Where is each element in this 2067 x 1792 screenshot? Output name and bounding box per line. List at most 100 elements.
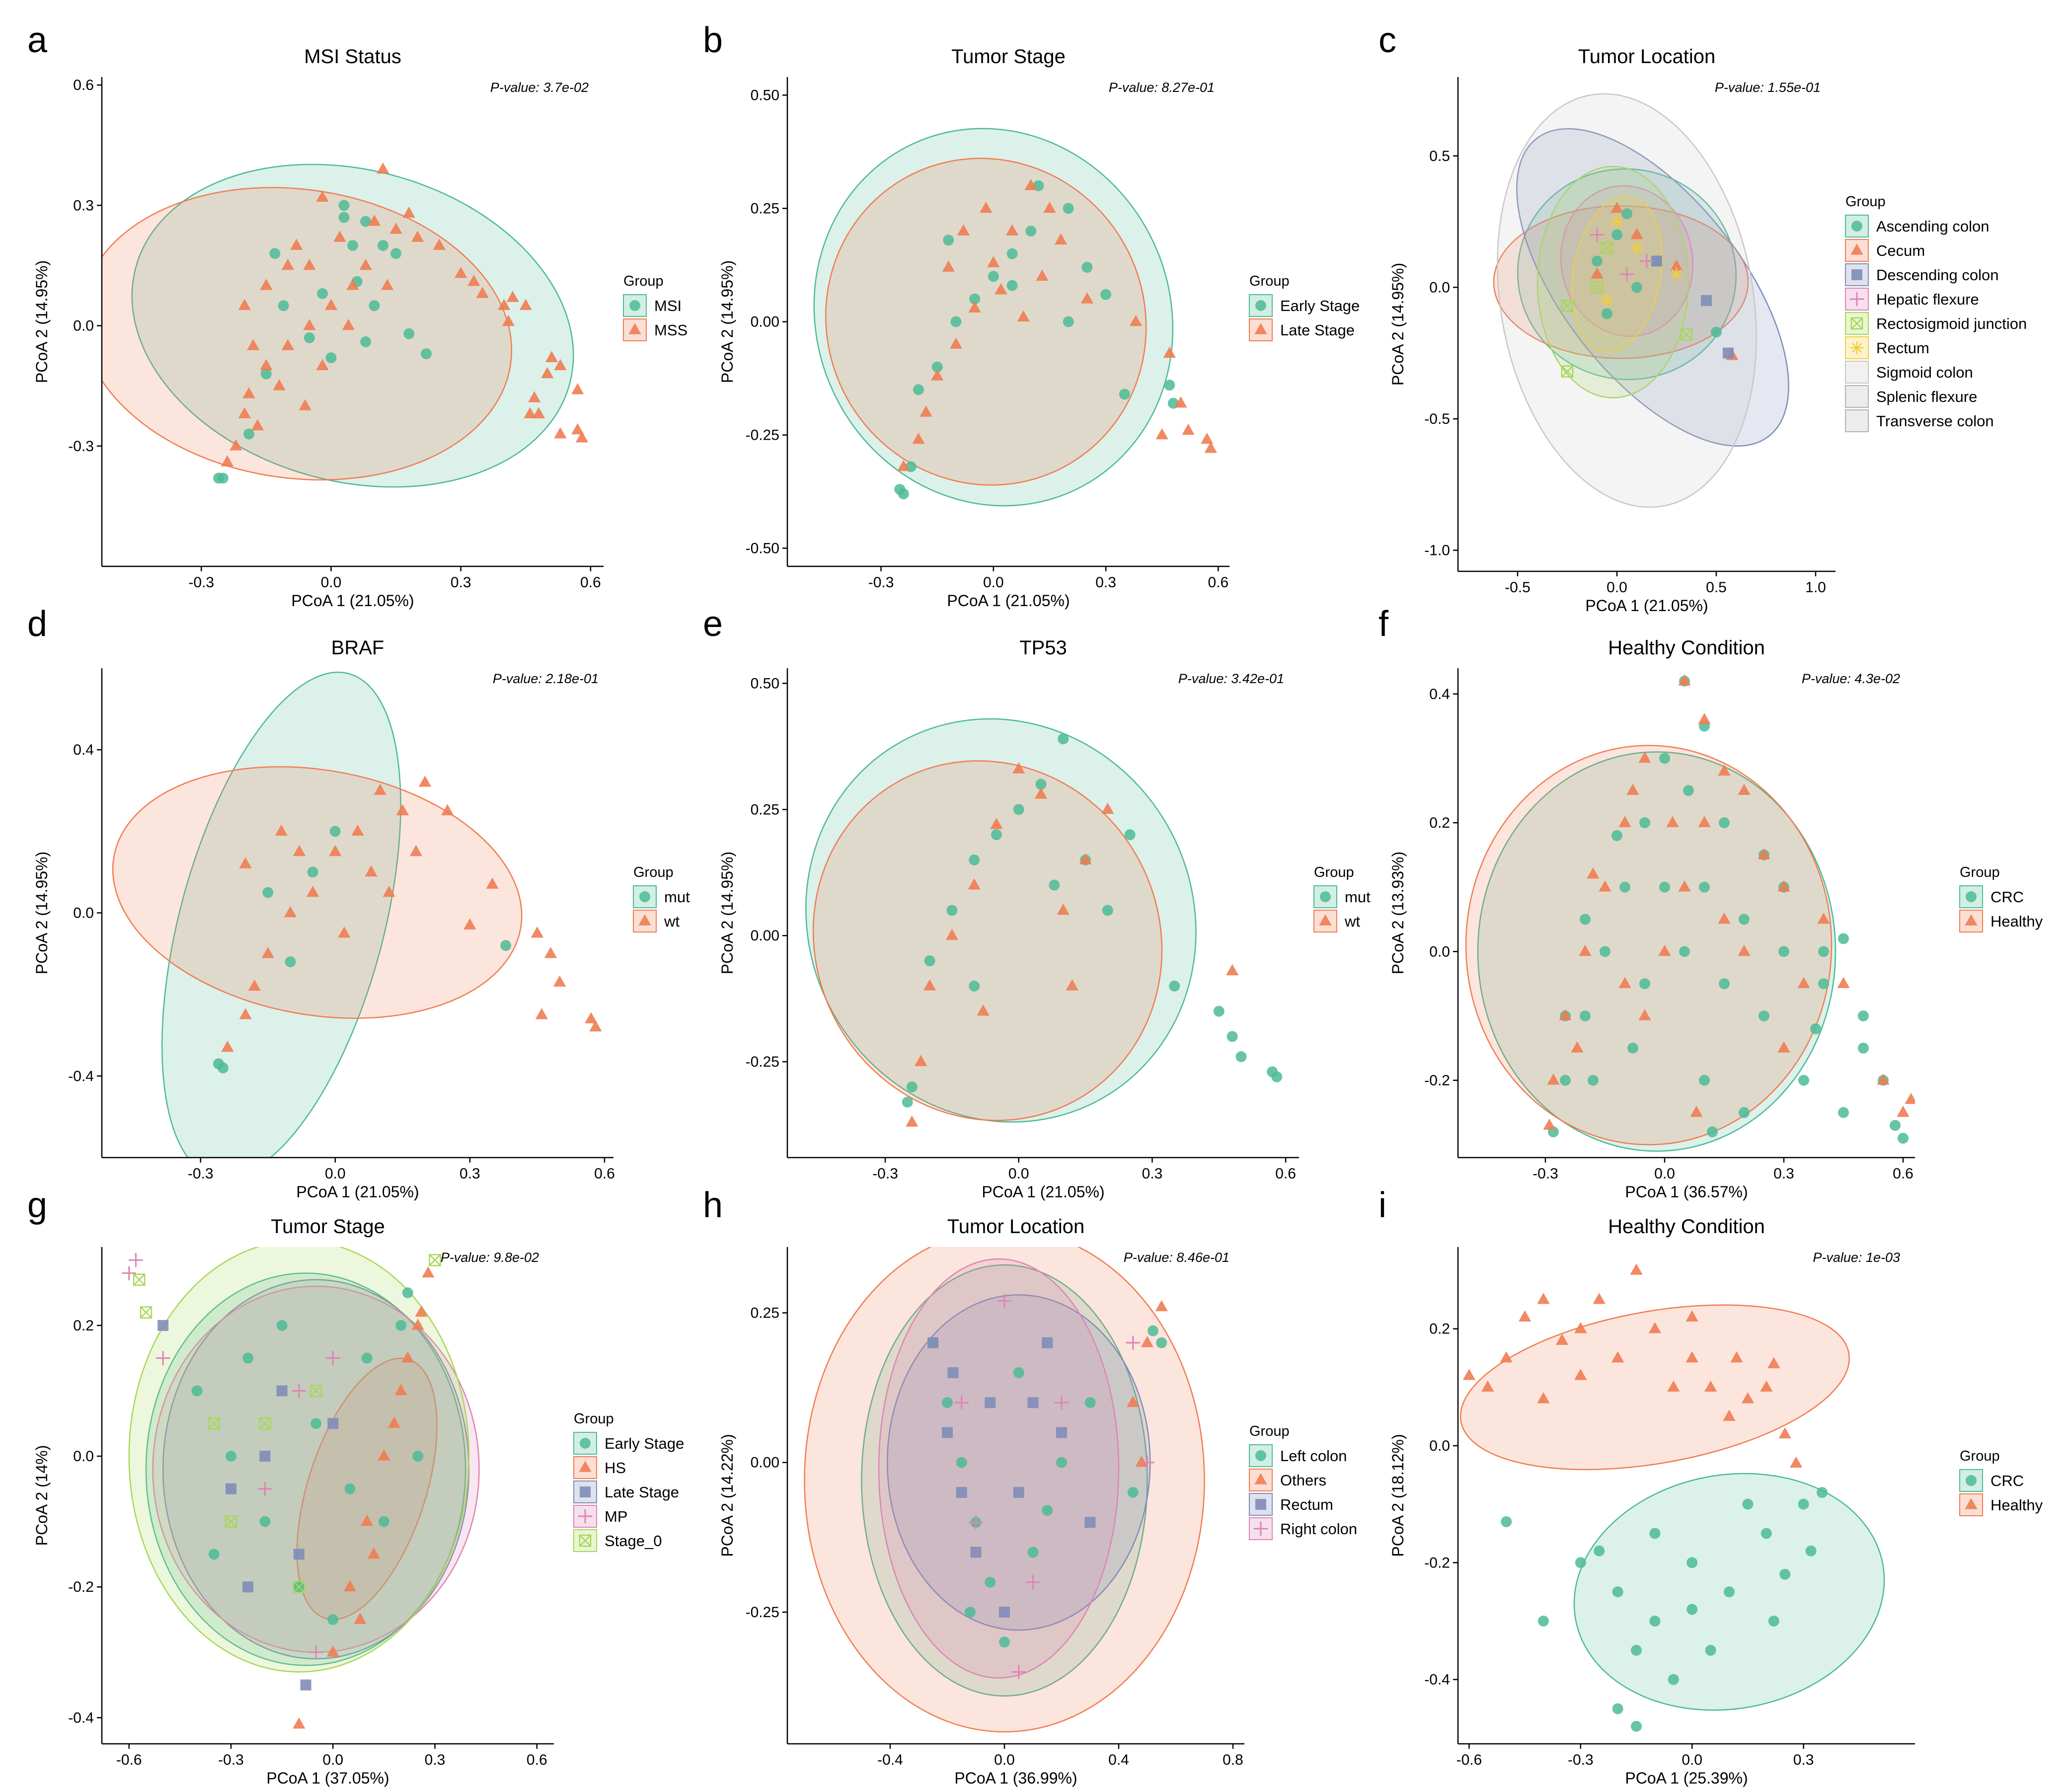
confidence-ellipse — [812, 760, 1163, 1121]
data-point — [1619, 881, 1630, 893]
x-tick-label: 0.3 — [1793, 1752, 1814, 1768]
data-point — [365, 865, 378, 877]
data-point — [367, 1547, 381, 1559]
data-point — [927, 1337, 939, 1348]
y-tick-label: 0.50 — [751, 675, 779, 692]
legend-marker — [1320, 891, 1331, 902]
data-point — [1698, 712, 1711, 724]
data-point — [226, 1451, 236, 1462]
data-point — [931, 361, 943, 373]
plot-area — [813, 128, 1217, 507]
data-point — [1561, 365, 1574, 378]
data-point — [248, 979, 261, 991]
data-point — [1701, 295, 1712, 306]
data-point — [1631, 1644, 1642, 1656]
confidence-ellipse — [1497, 93, 1757, 508]
data-point — [991, 829, 1002, 841]
y-tick-label: 0.0 — [1429, 943, 1450, 960]
p-value: P-value: 8.46e-01 — [1124, 1250, 1229, 1265]
data-point — [327, 1418, 339, 1429]
data-point — [502, 314, 515, 326]
data-point — [1226, 1031, 1238, 1042]
legend-marker — [1851, 221, 1862, 232]
data-point — [1013, 1486, 1024, 1498]
data-point — [1587, 867, 1600, 879]
panel-a: a MSI Status P-value: 3.7e-02 -0.3 0.0 0.3 0.6… — [27, 20, 688, 610]
data-point — [1101, 802, 1114, 814]
legend: Group mut wt — [1313, 864, 1371, 933]
data-point — [1659, 881, 1670, 893]
x-tick-label: -0.6 — [116, 1752, 142, 1768]
data-point — [912, 432, 925, 444]
data-point — [1761, 1528, 1772, 1539]
plot-area — [1493, 93, 1789, 508]
data-point — [1127, 1396, 1140, 1407]
data-point — [1818, 978, 1829, 990]
data-point — [985, 1397, 996, 1408]
data-point — [1547, 1073, 1560, 1085]
data-point — [221, 455, 234, 467]
data-point — [1129, 314, 1143, 326]
data-point — [360, 336, 372, 347]
data-point — [247, 339, 260, 350]
data-point — [369, 300, 380, 312]
panel-letter: a — [27, 20, 48, 60]
legend-entry: MSI — [654, 297, 682, 314]
data-point — [433, 238, 446, 250]
data-point — [317, 288, 328, 299]
legend-marker — [1254, 323, 1267, 334]
data-point — [129, 1253, 143, 1267]
data-point — [997, 1294, 1012, 1308]
legend-marker — [1319, 914, 1332, 926]
legend-key — [1845, 385, 1869, 408]
data-point — [1778, 1427, 1791, 1439]
data-point — [1723, 347, 1734, 359]
data-point — [1612, 1703, 1623, 1714]
p-value: P-value: 4.3e-02 — [1802, 671, 1900, 686]
data-point — [1042, 1337, 1053, 1348]
data-point — [261, 946, 274, 958]
data-point — [292, 1384, 306, 1398]
data-point — [923, 979, 936, 991]
y-tick-label: -0.2 — [68, 1579, 94, 1595]
data-point — [1591, 267, 1604, 279]
data-point — [1599, 880, 1611, 892]
data-point — [378, 1449, 390, 1461]
data-point — [1559, 1009, 1572, 1020]
y-tick-label: -0.4 — [1424, 1672, 1450, 1688]
data-point — [965, 1606, 976, 1618]
legend-entry: Stage_0 — [605, 1532, 662, 1550]
data-point — [985, 1576, 996, 1588]
data-point — [1462, 1369, 1476, 1380]
data-point — [995, 283, 1007, 295]
data-point — [1601, 241, 1613, 254]
legend-title: Group — [1960, 864, 2000, 880]
data-point — [1724, 1586, 1735, 1598]
panel-letter: g — [27, 1185, 47, 1225]
data-point — [1500, 1351, 1513, 1363]
data-point — [1767, 1357, 1780, 1369]
data-point — [1027, 1397, 1039, 1408]
legend-marker — [1966, 1475, 1977, 1486]
data-point — [1127, 1486, 1139, 1498]
data-point — [1667, 1380, 1680, 1392]
data-point — [1579, 944, 1592, 956]
data-point — [942, 260, 955, 272]
data-point — [157, 1320, 169, 1331]
data-point — [1683, 785, 1694, 796]
chart-title: Healthy Condition — [1608, 637, 1765, 659]
panel-letter: c — [1378, 20, 1396, 60]
data-point — [290, 238, 303, 250]
x-tick-label: 0.3 — [1095, 574, 1116, 591]
data-point — [325, 352, 337, 364]
data-point — [1013, 804, 1024, 815]
y-tick-label: -0.4 — [68, 1710, 94, 1726]
data-point — [422, 1266, 435, 1278]
panel-letter: b — [703, 20, 723, 60]
y-tick-label: 0.2 — [1429, 815, 1450, 831]
legend-marker — [1850, 243, 1863, 255]
data-point — [374, 783, 386, 795]
data-point — [1156, 1337, 1167, 1348]
x-tick-label: 0.0 — [1682, 1752, 1702, 1768]
legend-marker — [1965, 1498, 1978, 1509]
